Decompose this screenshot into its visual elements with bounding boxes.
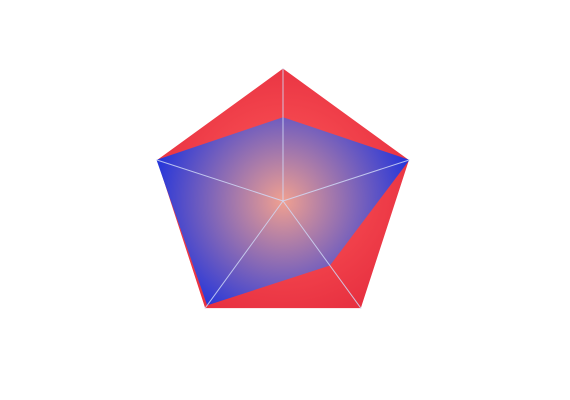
radar-chart bbox=[0, 0, 570, 400]
radar-chart-svg bbox=[0, 0, 570, 400]
